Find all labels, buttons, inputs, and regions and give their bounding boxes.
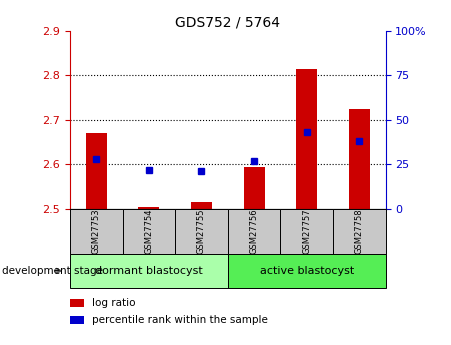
- Text: GSM27756: GSM27756: [249, 208, 258, 254]
- Text: log ratio: log ratio: [92, 298, 135, 308]
- Text: active blastocyst: active blastocyst: [260, 266, 354, 276]
- Text: development stage: development stage: [2, 266, 103, 276]
- Bar: [228, 254, 386, 288]
- Text: GSM27755: GSM27755: [197, 208, 206, 254]
- Bar: [175, 209, 228, 254]
- Bar: [123, 209, 175, 254]
- Bar: [296, 69, 317, 209]
- Text: GSM27754: GSM27754: [144, 208, 153, 254]
- Text: GSM27757: GSM27757: [302, 208, 311, 254]
- Bar: [86, 133, 107, 209]
- Bar: [333, 209, 386, 254]
- Bar: [349, 109, 370, 209]
- Bar: [191, 202, 212, 209]
- Bar: [70, 209, 123, 254]
- Text: percentile rank within the sample: percentile rank within the sample: [92, 315, 268, 325]
- Bar: [70, 299, 84, 307]
- Bar: [244, 167, 265, 209]
- Bar: [281, 209, 333, 254]
- Bar: [138, 207, 159, 209]
- Title: GDS752 / 5764: GDS752 / 5764: [175, 16, 280, 30]
- Text: dormant blastocyst: dormant blastocyst: [95, 266, 202, 276]
- Bar: [70, 254, 228, 288]
- Bar: [228, 209, 281, 254]
- Text: GSM27758: GSM27758: [355, 208, 364, 254]
- Bar: [70, 316, 84, 324]
- Text: GSM27753: GSM27753: [92, 208, 101, 254]
